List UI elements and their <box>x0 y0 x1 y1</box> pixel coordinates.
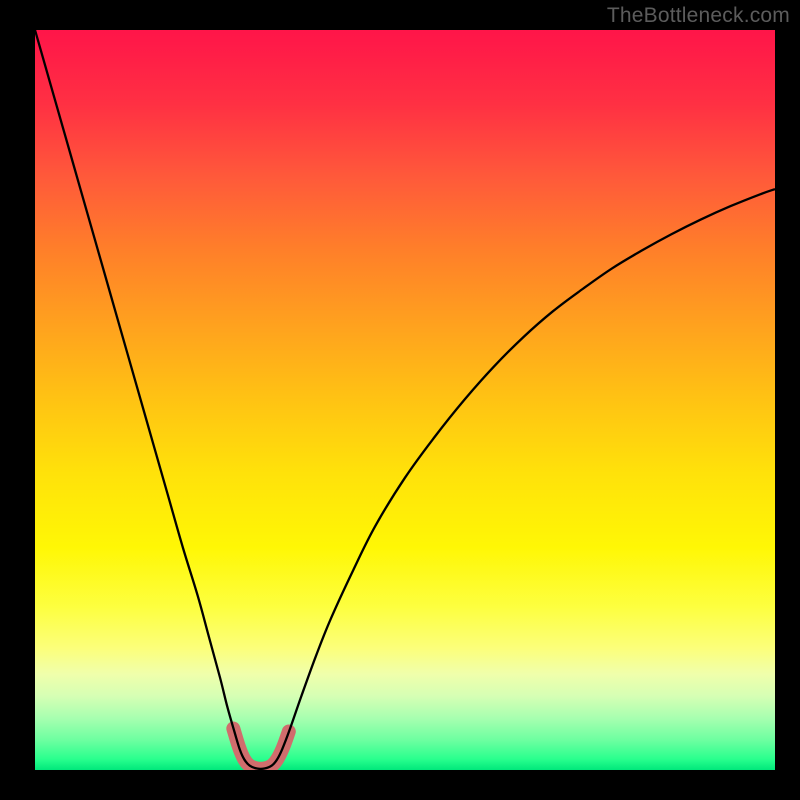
chart-svg <box>35 30 775 770</box>
chart-background <box>35 30 775 770</box>
watermark-text: TheBottleneck.com <box>607 4 790 28</box>
chart-container: TheBottleneck.com <box>0 0 800 800</box>
plot-area <box>35 30 775 770</box>
